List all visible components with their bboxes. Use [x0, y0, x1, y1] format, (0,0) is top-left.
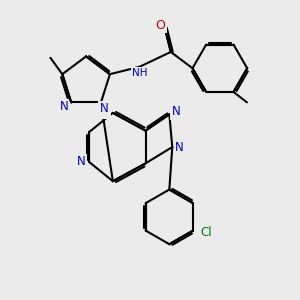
Text: N: N	[100, 102, 108, 115]
Text: N: N	[172, 106, 180, 118]
Text: O: O	[155, 19, 165, 32]
Text: Cl: Cl	[201, 226, 212, 238]
Text: N: N	[59, 100, 68, 113]
Text: N: N	[175, 140, 184, 154]
Text: N: N	[77, 155, 86, 168]
Text: N: N	[101, 105, 110, 118]
Text: NH: NH	[132, 68, 147, 78]
